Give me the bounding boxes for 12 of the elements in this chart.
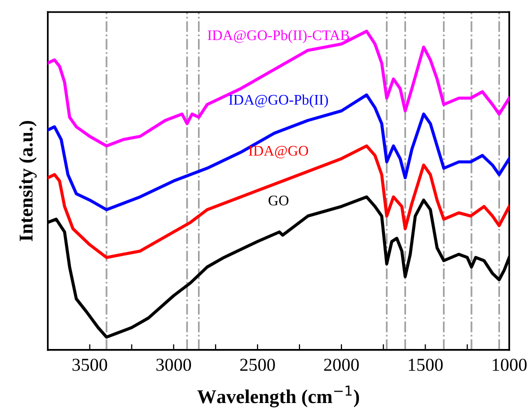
series-label: IDA@GO-Pb(II) (228, 94, 328, 108)
x-tick-label: 2000 (324, 358, 359, 371)
x-tick-label: 1500 (408, 358, 443, 371)
x-tick-label: 1000 (492, 358, 527, 371)
y-axis-title: Intensity (a.u.) (18, 121, 37, 242)
x-tick-label: 3000 (156, 358, 192, 371)
series-label: IDA@GO-Pb(II)-CTAB (208, 30, 350, 44)
x-tick-label: 3500 (72, 358, 108, 371)
x-tick-label: 2500 (240, 358, 275, 371)
series-label: GO (268, 196, 288, 206)
series-label: IDA@GO (248, 146, 308, 158)
x-axis-title: Wavelength (cm$^{−1}$) (197, 386, 359, 408)
